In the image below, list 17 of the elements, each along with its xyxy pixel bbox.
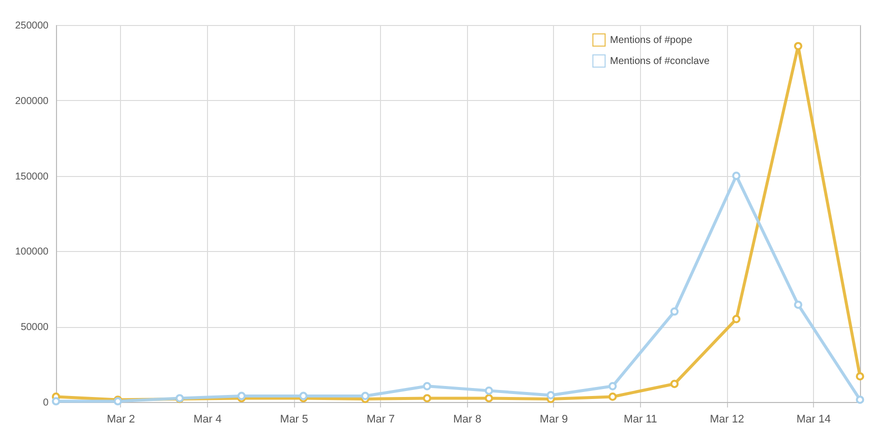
x-tick-label: Mar 11 bbox=[624, 414, 658, 426]
x-tick-label: Mar 4 bbox=[193, 414, 222, 426]
y-tick-label: 50000 bbox=[20, 322, 49, 334]
x-tick-label: Mar 5 bbox=[280, 414, 308, 426]
x-tick-label: Mar 7 bbox=[366, 414, 395, 426]
legend-label: Mentions of #pope bbox=[610, 35, 693, 46]
y-tick-label: 200000 bbox=[15, 96, 49, 107]
x-tick-label: Mar 8 bbox=[453, 414, 482, 426]
y-tick-label: 250000 bbox=[15, 20, 49, 32]
x-tick-label: Mar 14 bbox=[796, 414, 831, 426]
x-tick-label: Mar 12 bbox=[710, 414, 744, 426]
y-tick-label: 0 bbox=[42, 398, 49, 408]
x-tick-label: Mar 2 bbox=[106, 414, 135, 426]
y-tick-label: 150000 bbox=[15, 171, 49, 182]
x-tick-label: Mar 9 bbox=[540, 414, 568, 426]
legend-label: Mentions of #conclave bbox=[610, 56, 710, 67]
y-tick-label: 100000 bbox=[15, 246, 49, 258]
